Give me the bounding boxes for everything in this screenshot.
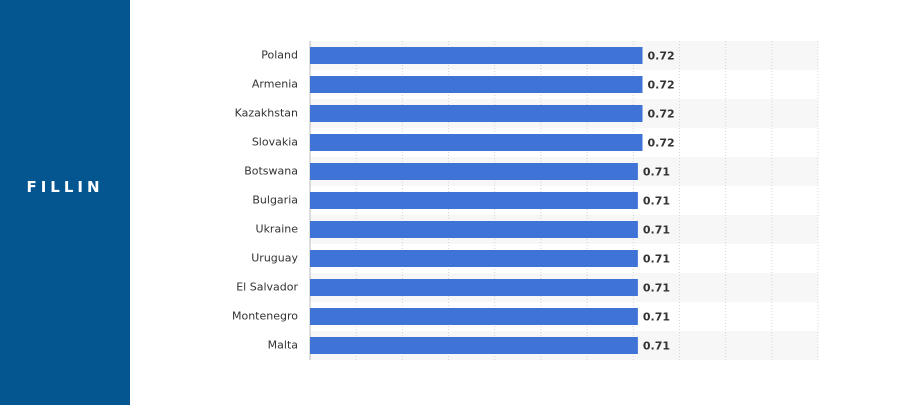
- brand-logo: FILLIN: [26, 178, 104, 196]
- bar: [310, 163, 638, 180]
- bar: [310, 134, 643, 151]
- value-label: 0.71: [643, 282, 670, 295]
- category-label: El Salvador: [236, 281, 298, 294]
- category-label: Botswana: [244, 165, 298, 178]
- value-label: 0.71: [643, 253, 670, 266]
- value-label: 0.72: [648, 108, 675, 121]
- bar: [310, 47, 643, 64]
- category-label: Poland: [261, 49, 298, 62]
- value-label: 0.71: [643, 340, 670, 353]
- bar: [310, 221, 638, 238]
- bar: [310, 308, 638, 325]
- value-label: 0.71: [643, 195, 670, 208]
- bar: [310, 279, 638, 296]
- category-label: Slovakia: [252, 136, 298, 149]
- value-label: 0.71: [643, 224, 670, 237]
- bar: [310, 250, 638, 267]
- category-label: Uruguay: [251, 252, 298, 265]
- bar: [310, 337, 638, 354]
- bar: [310, 76, 643, 93]
- category-label: Malta: [268, 339, 298, 352]
- category-label: Montenegro: [232, 310, 298, 323]
- value-label: 0.71: [643, 311, 670, 324]
- category-label: Ukraine: [256, 223, 299, 236]
- value-label: 0.72: [648, 79, 675, 92]
- value-label: 0.72: [648, 50, 675, 63]
- category-label: Armenia: [252, 78, 298, 91]
- category-label: Bulgaria: [252, 194, 298, 207]
- category-label: Kazakhstan: [235, 107, 298, 120]
- value-label: 0.71: [643, 166, 670, 179]
- bar: [310, 105, 643, 122]
- bar: [310, 192, 638, 209]
- value-label: 0.72: [648, 137, 675, 150]
- sidebar: FILLIN: [0, 0, 130, 405]
